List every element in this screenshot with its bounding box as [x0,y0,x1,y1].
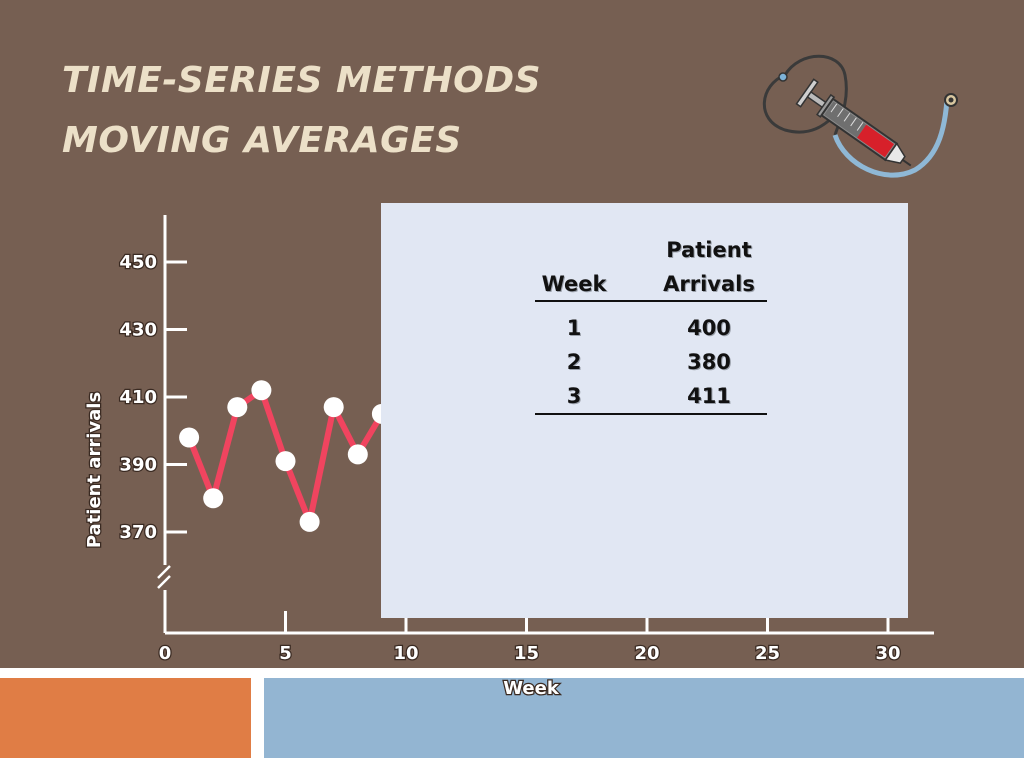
syringe-and-stethoscope-icon [762,54,958,178]
table-cell-arrivals: 411 [687,384,731,408]
data-point [323,397,344,418]
chart-axes [157,215,934,635]
table-cell-arrivals: 380 [687,350,731,374]
x-axis-title: Week [503,678,560,699]
table-header-arrivals: Arrivals [663,272,755,296]
y-tick-label: 370 [119,522,157,543]
y-tick-label: 410 [119,387,157,408]
table-cell-week: 2 [566,350,582,374]
data-point [179,427,200,448]
x-tick-label: 10 [393,643,418,664]
x-tick-label: 25 [755,643,780,664]
table-cell-week: 3 [566,384,582,408]
footer-bar-blue [264,678,1024,758]
axis-break-icon [157,565,171,589]
data-point [203,488,224,509]
y-tick-label: 390 [119,455,157,476]
y-axis-title: Patient arrivals [84,392,105,548]
slide-title-line-1: TIME-SERIES METHODS [62,60,542,101]
x-tick-label: 15 [514,643,539,664]
data-point [299,511,320,532]
y-tick-label: 430 [119,320,157,341]
table-header-arrivals-line1: Patient [666,238,752,262]
table-header-rule [535,300,767,302]
x-tick-label: 20 [634,643,659,664]
data-table-panel: Week Patient Arrivals 1 400 2 380 3 411 [381,203,908,618]
table-cell-arrivals: 400 [687,316,731,340]
x-tick-label: 30 [875,643,900,664]
x-tick-label: 5 [279,643,292,664]
table-header-week: Week [541,272,607,296]
data-point [347,444,368,465]
y-tick-label: 450 [119,252,157,273]
footer-bar-orange [0,678,251,758]
x-tick-label: 0 [159,643,172,664]
table-bottom-rule [535,413,767,415]
data-point [275,451,296,472]
data-point [227,397,248,418]
data-point [251,380,272,401]
slide-title-line-2: MOVING AVERAGES [62,120,462,161]
table-cell-week: 1 [566,316,582,340]
